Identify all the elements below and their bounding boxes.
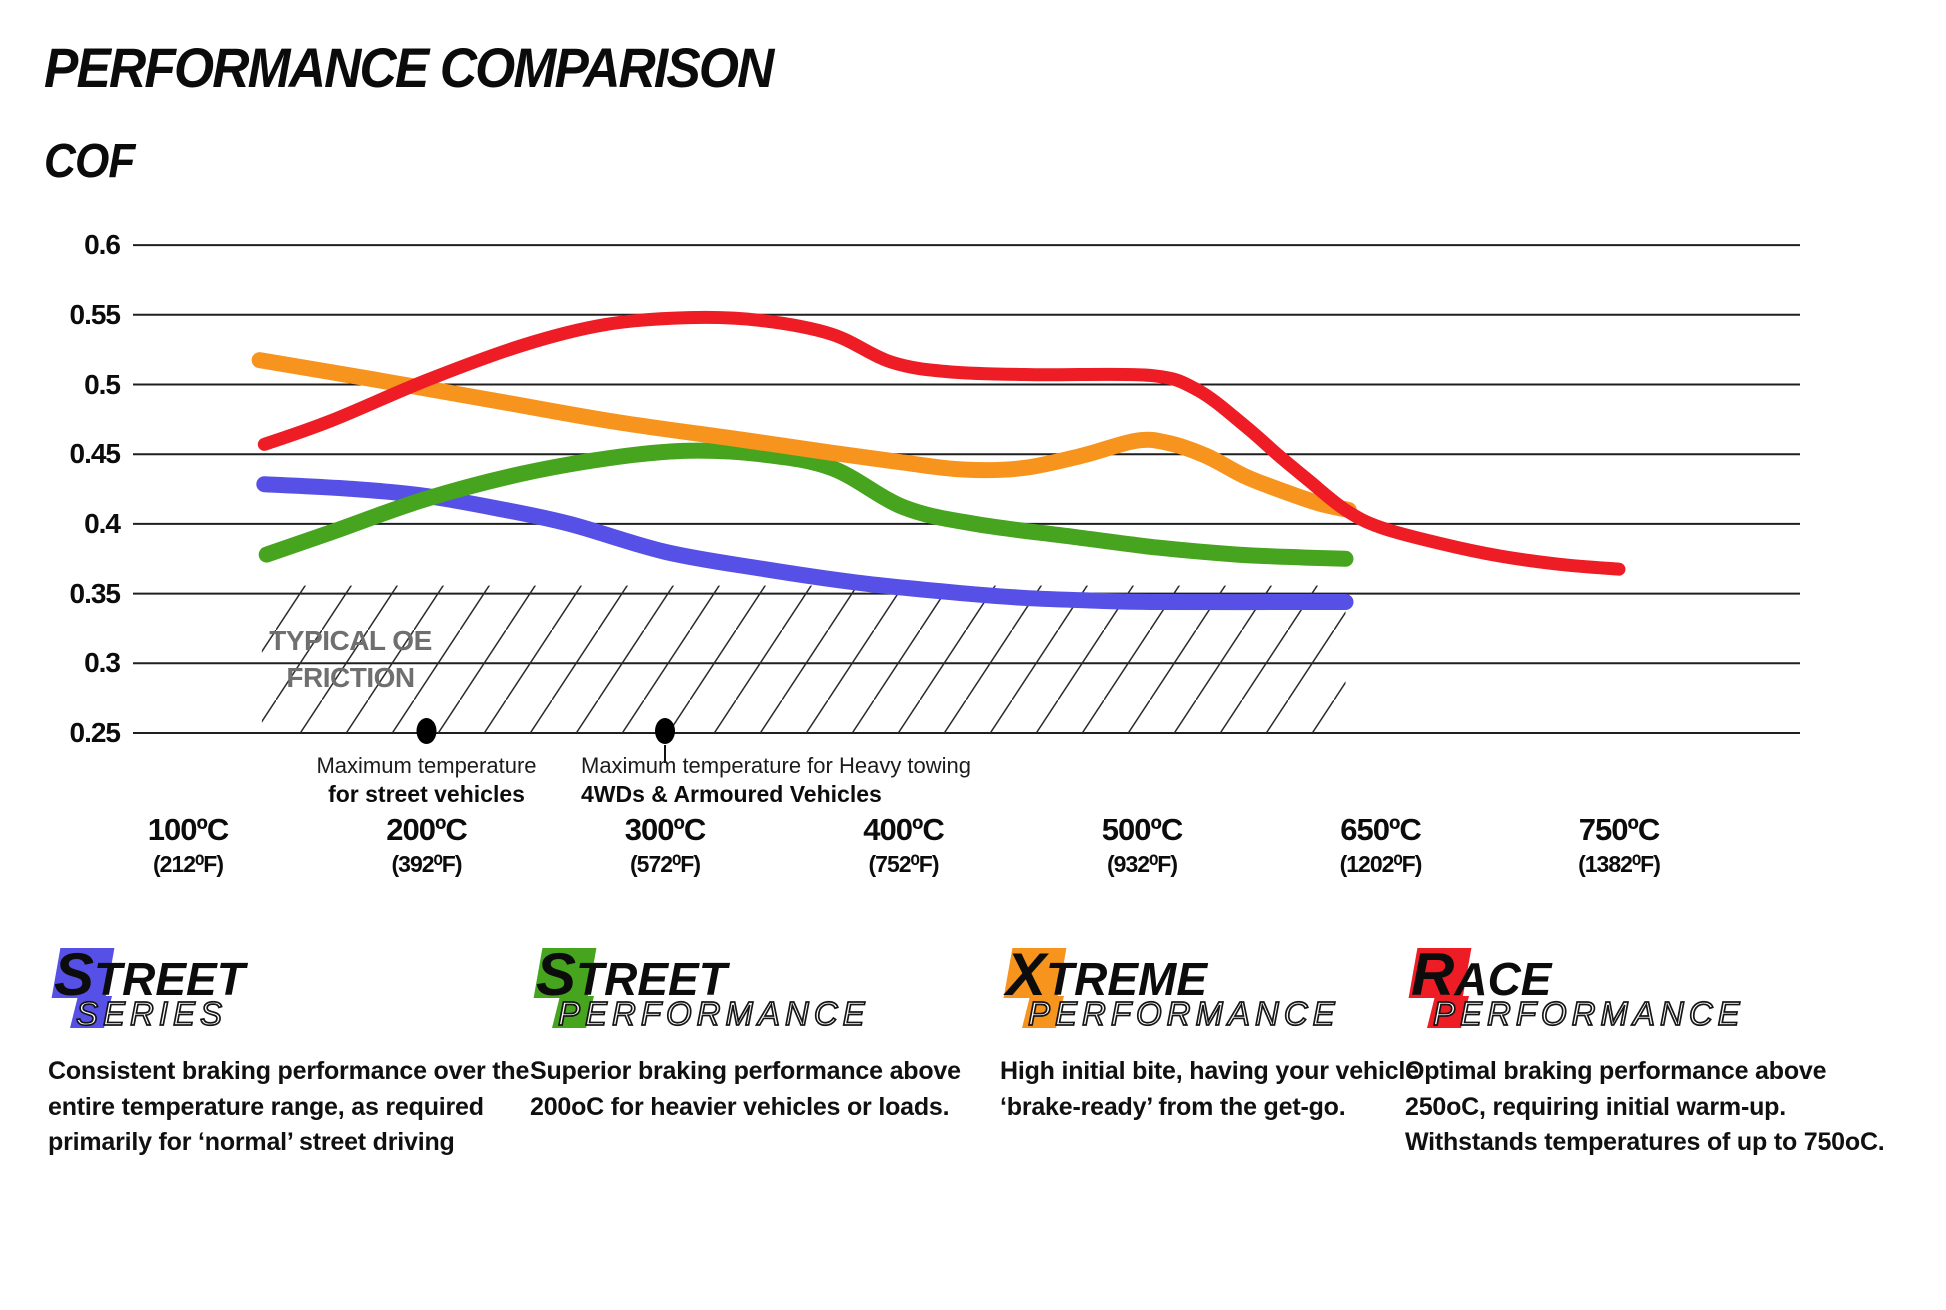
wordmark-rest: TREET	[94, 953, 245, 1005]
wordmark-initial: S	[536, 941, 577, 1008]
y-axis-title: COF	[44, 135, 135, 188]
xtreme-performance-curve	[251, 352, 1357, 518]
wordmark-initial: R	[1411, 941, 1455, 1008]
wordmark-initial: S	[54, 941, 95, 1008]
wordmark-initial: X	[1006, 941, 1047, 1008]
race-performance-wordmark-line2: PERFORMANCE	[1432, 995, 1745, 1032]
x-tick-100c: 100ºC (212⁰F)	[78, 814, 298, 876]
marker-note-line2: for street vehicles	[328, 780, 525, 807]
wordmark-rest: TREET	[576, 953, 727, 1005]
street-performance-wordmark-line2: PERFORMANCE	[557, 995, 870, 1032]
race-performance-logo: R ACE PERFORMANCE	[1405, 941, 1905, 1044]
x-tick-celsius: 300ºC	[624, 812, 706, 847]
legend-race-performance: R ACE PERFORMANCE Optimal braking performan…	[1405, 941, 1905, 1161]
street-performance-wordmark-line1: S TREET	[536, 941, 727, 1008]
marker-note-line1: Maximum temperature for Heavy towing	[581, 753, 972, 778]
wordmark-rest: ACE	[1454, 953, 1552, 1005]
x-tick-fahrenheit: (1382⁰F)	[1578, 851, 1661, 877]
xtreme-performance-wordmark-line1: X TREME	[1006, 941, 1208, 1008]
x-tick-500c: 500ºC (932⁰F)	[1032, 814, 1252, 876]
marker-dot-300c	[655, 718, 675, 744]
oe-friction-label-line2: FRICTION	[286, 662, 415, 693]
y-tick-0.5: 0.5	[84, 368, 121, 400]
x-tick-fahrenheit: (212⁰F)	[153, 851, 224, 877]
y-tick-0.6: 0.6	[84, 229, 121, 261]
marker-note-200c: Maximum temperature for street vehicles	[247, 752, 607, 808]
x-tick-650c: 650ºC (1202⁰F)	[1271, 814, 1491, 876]
oe-friction-label-line1: TYPICAL OE	[269, 625, 432, 656]
x-tick-celsius: 200ºC	[386, 812, 467, 847]
y-tick-0.3: 0.3	[84, 647, 121, 679]
x-tick-celsius: 400ºC	[863, 812, 944, 847]
marker-dot-200c	[416, 718, 437, 744]
marker-note-300c: Maximum temperature for Heavy towing 4WDs…	[581, 752, 1081, 808]
street-performance-description: Superior braking performance above 200oC…	[530, 1057, 961, 1121]
wordmark-rest: TREME	[1046, 953, 1208, 1005]
legend-xtreme-performance: X TREME PERFORMANCE High initial bite, havi…	[1000, 941, 1430, 1125]
y-tick-0.45: 0.45	[69, 438, 122, 470]
oe-friction-label: TYPICAL OE FRICTION	[258, 622, 443, 696]
street-series-logo: S TREET SERIES	[48, 941, 530, 1044]
x-tick-celsius: 100ºC	[147, 812, 229, 847]
y-tick-0.55: 0.55	[69, 298, 122, 330]
race-performance-description: Optimal braking performance above 250oC,…	[1405, 1057, 1885, 1156]
oe-friction-zone	[261, 585, 1346, 733]
xtreme-performance-description: High initial bite, having your vehicle ‘…	[1000, 1057, 1419, 1121]
legend-street-series: S TREET SERIES Consistent braking performan…	[48, 941, 530, 1161]
street-performance-curve	[258, 442, 1354, 567]
x-tick-celsius: 750ºC	[1578, 812, 1660, 847]
race-performance-curve	[257, 310, 1626, 576]
street-series-wordmark-line1: S TREET	[54, 941, 245, 1008]
x-tick-fahrenheit: (1202⁰F)	[1339, 851, 1423, 877]
xtreme-performance-wordmark-line2: PERFORMANCE	[1027, 995, 1340, 1032]
race-performance-wordmark-line1: R ACE	[1411, 941, 1552, 1008]
x-tick-200c: 200ºC (392⁰F)	[317, 814, 537, 876]
x-tick-fahrenheit: (932⁰F)	[1107, 851, 1178, 877]
page-title: PERFORMANCE COMPARISON	[44, 36, 774, 99]
y-tick-0.4: 0.4	[84, 507, 121, 539]
x-tick-celsius: 500ºC	[1101, 812, 1183, 847]
marker-note-line1: Maximum temperature	[316, 753, 537, 778]
y-tick-0.25: 0.25	[69, 717, 122, 748]
street-series-description: Consistent braking performance over the …	[48, 1057, 530, 1156]
x-tick-750c: 750ºC (1382⁰F)	[1509, 814, 1729, 876]
legend-street-performance: S TREET PERFORMANCE Superior braking perfor…	[530, 941, 1008, 1125]
street-series-wordmark-line2: SERIES	[75, 995, 228, 1032]
x-tick-300c: 300ºC (572⁰F)	[555, 814, 775, 876]
x-tick-fahrenheit: (392⁰F)	[391, 851, 463, 877]
street-performance-logo: S TREET PERFORMANCE	[530, 941, 1008, 1044]
x-tick-fahrenheit: (572⁰F)	[630, 851, 701, 877]
y-tick-0.35: 0.35	[69, 577, 122, 609]
x-tick-fahrenheit: (752⁰F)	[868, 851, 940, 877]
xtreme-performance-logo: X TREME PERFORMANCE	[1000, 941, 1430, 1044]
x-tick-celsius: 650ºC	[1340, 812, 1421, 847]
marker-note-line2: 4WDs & Armoured Vehicles	[581, 780, 882, 807]
x-tick-400c: 400ºC (752⁰F)	[794, 814, 1014, 876]
